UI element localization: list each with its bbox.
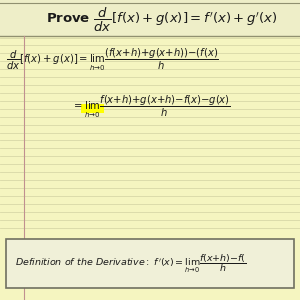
Text: $\mathbf{Prove}\ \dfrac{d}{dx}[f(x)+g(x)] = f'(x)+g'(x)$: $\mathbf{Prove}\ \dfrac{d}{dx}[f(x)+g(x)…	[46, 5, 278, 34]
Text: $\mathit{Definition\ of\ the\ Derivative}\mathit{:}\ f'(x)=\lim_{h\to 0}\dfrac{f: $\mathit{Definition\ of\ the\ Derivative…	[15, 252, 247, 274]
Text: $\dfrac{d}{dx}[f(x)+g(x)] = \lim_{h\to 0}\dfrac{(f(x+h)+g(x+h))-(f(x)}{h}$: $\dfrac{d}{dx}[f(x)+g(x)] = \lim_{h\to 0…	[6, 47, 219, 73]
Bar	[6, 238, 294, 288]
Bar	[0, 0, 300, 36]
Bar	[81, 104, 103, 112]
Text: $= \lim_{h\to 0}\dfrac{f(x+h)+g(x+h)-f(x)-g(x)}{h}$: $= \lim_{h\to 0}\dfrac{f(x+h)+g(x+h)-f(x…	[72, 93, 231, 120]
